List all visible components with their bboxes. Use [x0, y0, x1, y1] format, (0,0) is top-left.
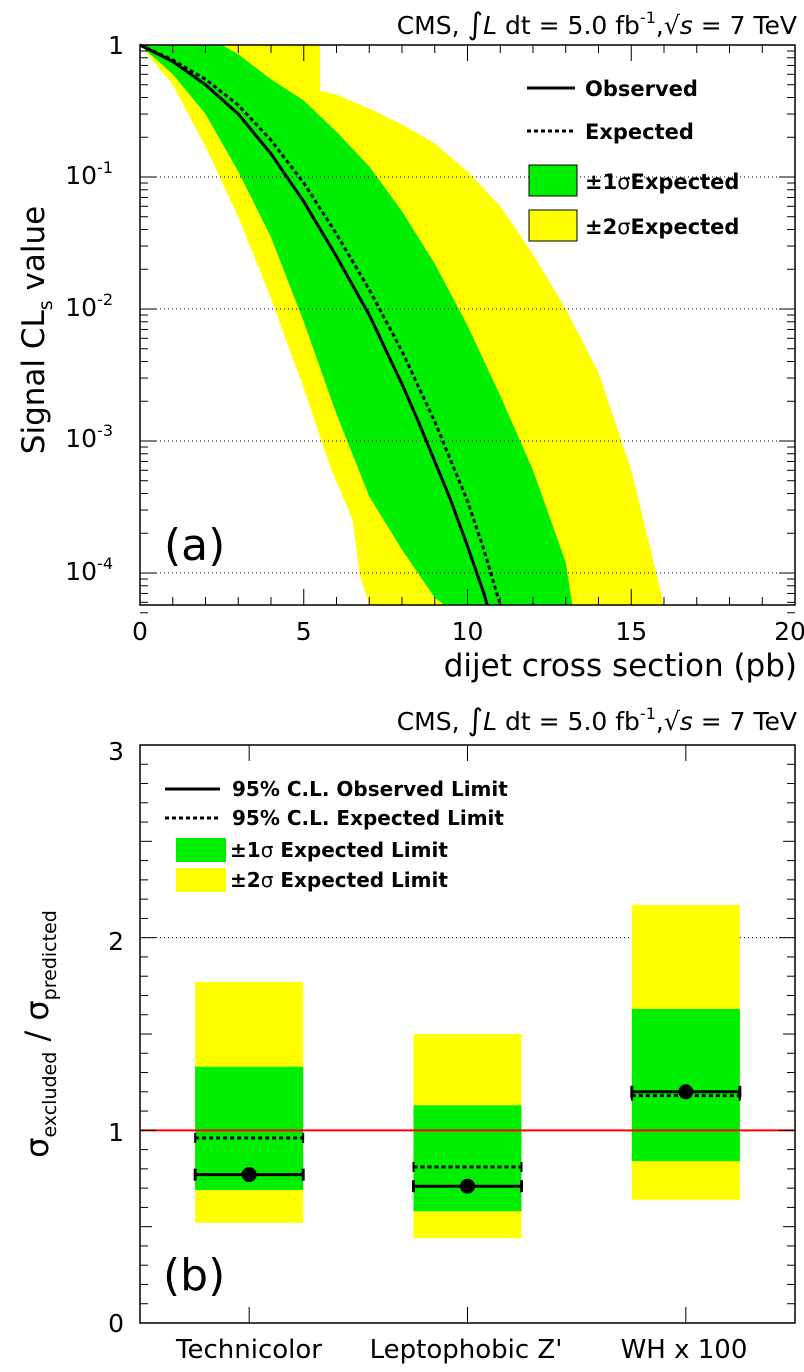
panel-b-legend: 95% C.L. Observed Limit 95% C.L. Expecte… [165, 777, 508, 892]
b-category-label: Leptophobic Z' [370, 1335, 563, 1365]
panel-b-label: (b) [163, 1250, 225, 1301]
b-category-label: WH x 100 [621, 1335, 748, 1365]
panel-a-legend: Observed Expected ±1σExpected ±2σExpecte… [527, 77, 739, 242]
panel-a-x-axis-title: dijet cross section (pb) [444, 648, 797, 684]
a-xtick-label: 10 [452, 617, 484, 646]
panel-b-y-tick-labels: 0 1 2 3 [108, 737, 124, 1338]
panel-b-category-labels: Technicolor Leptophobic Z' WH x 100 [175, 1335, 747, 1365]
a-xtick-label: 0 [132, 617, 148, 646]
b-ytick-label: 2 [108, 927, 124, 956]
panel-a-header: CMS, ∫L dt = 5.0 fb-1,√s = 7 TeV [397, 7, 797, 42]
observed-limit-point [241, 1167, 257, 1183]
legend-one-sigma-label: ±1σExpected [585, 170, 739, 194]
b-ytick-label: 3 [108, 737, 124, 766]
legend-b-observed-label: 95% C.L. Observed Limit [232, 777, 508, 801]
legend-one-sigma-swatch [528, 164, 578, 197]
observed-limit-point [678, 1084, 694, 1100]
a-ytick-label: 10-3 [65, 421, 113, 453]
panel-b-plot-area [139, 744, 796, 1324]
panel-a-x-tick-labels: 0 5 10 15 20 [132, 617, 804, 646]
legend-b-one-sigma-swatch [176, 838, 226, 862]
legend-two-sigma-swatch [528, 209, 578, 242]
legend-two-sigma-label: ±2σExpected [585, 215, 739, 239]
b-category-label: Technicolor [175, 1335, 322, 1365]
panel-a-label: (a) [164, 520, 225, 571]
legend-b-two-sigma-label: ±2σ Expected Limit [230, 868, 448, 892]
series-observed-line [139, 43, 489, 606]
series-expected-line [139, 43, 502, 606]
a-ytick-label: 10-1 [65, 158, 113, 190]
legend-b-two-sigma-swatch [176, 868, 226, 892]
observed-limit-point [460, 1178, 475, 1194]
a-ytick-label: 10-2 [65, 290, 113, 322]
panel-a-y-tick-labels: 1 10-1 10-2 10-3 10-4 [65, 31, 124, 586]
legend-b-expected-label: 95% C.L. Expected Limit [232, 806, 504, 830]
band-one-sigma [140, 45, 573, 605]
b-ytick-label: 0 [108, 1309, 124, 1338]
legend-b-one-sigma-label: ±1σ Expected Limit [230, 838, 448, 862]
a-ytick-label: 10-4 [65, 554, 113, 586]
a-xtick-label: 15 [615, 617, 647, 646]
panel-a: CMS, ∫L dt = 5.0 fb-1,√s = 7 TeV 1 10-1 … [16, 7, 804, 684]
panel-b-y-axis-title: σexcluded / σpredicted [18, 910, 61, 1158]
a-xtick-label: 20 [774, 617, 804, 646]
panel-a-plot-area [139, 43, 796, 614]
a-ytick-label: 1 [108, 31, 124, 60]
band-one-sigma-bar [413, 1105, 522, 1212]
b-ytick-label: 1 [108, 1118, 124, 1147]
legend-expected-label: Expected [585, 120, 694, 144]
panel-a-y-axis-title: Signal CLs value [16, 206, 57, 454]
a-xtick-label: 5 [296, 617, 312, 646]
panel-b: CMS, ∫L dt = 5.0 fb-1,√s = 7 TeV 0 1 2 3… [18, 703, 797, 1365]
legend-observed-label: Observed [585, 77, 698, 101]
panel-b-header: CMS, ∫L dt = 5.0 fb-1,√s = 7 TeV [397, 703, 797, 738]
